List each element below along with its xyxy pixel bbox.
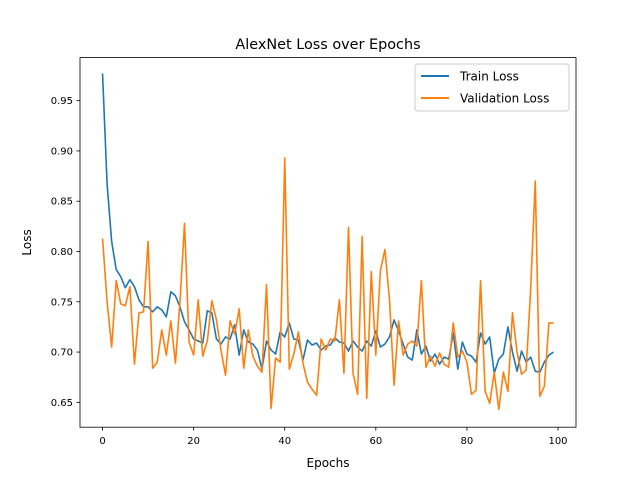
- plot-lines: [101, 73, 554, 411]
- y-tick-label: 0.85: [51, 197, 73, 208]
- y-axis-label: Loss: [20, 229, 34, 255]
- series-line-validation-loss: [101, 157, 554, 411]
- x-tick-label: 60: [369, 436, 382, 447]
- y-tick-label: 0.95: [51, 96, 73, 107]
- y-tick-label: 0.75: [51, 297, 73, 308]
- x-tick-label: 0: [99, 436, 105, 447]
- legend-frame: [414, 63, 570, 112]
- chart-title: AlexNet Loss over Epochs: [235, 37, 420, 53]
- y-tick-label: 0.80: [51, 247, 73, 258]
- y-tick-label: 0.90: [51, 146, 73, 157]
- plot-frame: [79, 57, 577, 428]
- legend-label-validation-loss: Validation Loss: [460, 92, 549, 106]
- x-tick-label: 20: [187, 436, 200, 447]
- legend: Train Loss Validation Loss: [414, 63, 570, 112]
- x-axis-ticks: 0 20 40 60 80 100: [99, 427, 568, 447]
- y-axis-ticks: 0.65 0.70 0.75 0.80 0.85 0.90 0.95: [51, 96, 80, 409]
- x-tick-label: 40: [278, 436, 291, 447]
- y-tick-label: 0.65: [51, 398, 73, 409]
- x-axis-label: Epochs: [307, 456, 350, 470]
- x-tick-label: 80: [461, 436, 474, 447]
- y-tick-label: 0.70: [51, 348, 73, 359]
- x-tick-label: 100: [548, 436, 567, 447]
- legend-label-train-loss: Train Loss: [459, 70, 519, 84]
